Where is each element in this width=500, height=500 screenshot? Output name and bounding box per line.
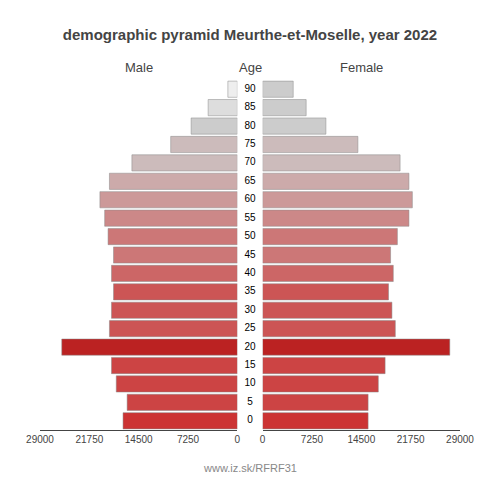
svg-text:14500: 14500 — [347, 434, 375, 445]
svg-text:90: 90 — [244, 83, 256, 94]
svg-text:0: 0 — [235, 434, 241, 445]
svg-text:30: 30 — [244, 304, 256, 315]
svg-text:21750: 21750 — [397, 434, 425, 445]
svg-text:0: 0 — [260, 434, 266, 445]
svg-text:75: 75 — [244, 138, 256, 149]
svg-text:21750: 21750 — [75, 434, 103, 445]
svg-text:65: 65 — [244, 175, 256, 186]
svg-text:50: 50 — [244, 230, 256, 241]
svg-text:29000: 29000 — [26, 434, 54, 445]
svg-text:85: 85 — [244, 101, 256, 112]
svg-text:55: 55 — [244, 212, 256, 223]
svg-text:20: 20 — [244, 341, 256, 352]
svg-text:Age: Age — [239, 60, 262, 75]
svg-text:29000: 29000 — [446, 434, 474, 445]
svg-text:7250: 7250 — [177, 434, 200, 445]
svg-text:80: 80 — [244, 120, 256, 131]
svg-text:25: 25 — [244, 322, 256, 333]
svg-text:Male: Male — [125, 60, 153, 75]
svg-text:60: 60 — [244, 193, 256, 204]
svg-text:45: 45 — [244, 249, 256, 260]
svg-text:www.iz.sk/RFRF31: www.iz.sk/RFRF31 — [203, 462, 297, 474]
svg-text:Female: Female — [340, 60, 383, 75]
svg-text:70: 70 — [244, 156, 256, 167]
svg-text:7250: 7250 — [301, 434, 324, 445]
svg-text:demographic pyramid Meurthe-et: demographic pyramid Meurthe-et-Moselle, … — [63, 26, 437, 43]
svg-text:5: 5 — [247, 396, 253, 407]
svg-text:10: 10 — [244, 377, 256, 388]
svg-text:15: 15 — [244, 359, 256, 370]
svg-text:14500: 14500 — [125, 434, 153, 445]
svg-text:40: 40 — [244, 267, 256, 278]
svg-text:0: 0 — [247, 414, 253, 425]
svg-text:35: 35 — [244, 285, 256, 296]
